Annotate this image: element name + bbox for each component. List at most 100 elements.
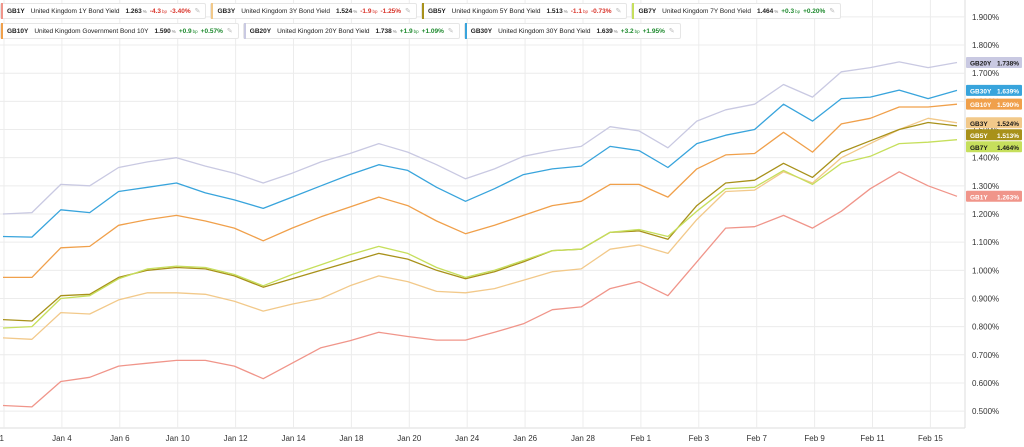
x-tick-label: Jan 6 — [110, 434, 130, 443]
x-tick-label: Feb 11 — [860, 434, 885, 443]
y-tick-label: 0.600% — [972, 379, 999, 388]
legend-symbol: GB10Y — [7, 27, 29, 35]
pencil-icon[interactable]: ✎ — [194, 8, 201, 15]
y-tick-label: 1.200% — [972, 210, 999, 219]
series-lines — [2, 61, 958, 408]
x-tick-label: Feb 9 — [804, 434, 825, 443]
legend-name: United Kingdom 20Y Bond Yield — [277, 27, 370, 35]
series-line-gb30y — [2, 89, 958, 238]
y-tick-label: 1.300% — [972, 182, 999, 191]
y-tick-label: 1.000% — [972, 266, 999, 275]
pencil-icon[interactable]: ✎ — [829, 8, 836, 15]
legend-row: GB10Y United Kingdom Government Bond 10Y 1… — [0, 23, 681, 39]
legend-swatch — [1, 23, 3, 39]
series-line-gb20y — [2, 61, 958, 215]
legend-item-gb1y[interactable]: GB1Y United Kingdom 1Y Bond Yield 1.263% -4… — [0, 3, 207, 19]
badge-symbol: GB3Y — [970, 121, 988, 128]
y-tick-label: 0.500% — [972, 407, 999, 416]
badge-symbol: GB7Y — [970, 145, 988, 152]
pencil-icon[interactable]: ✎ — [668, 28, 675, 35]
x-tick-label: Jan 26 — [513, 434, 538, 443]
x-tick-label: Feb 15 — [918, 434, 943, 443]
x-tick-label: Jan 28 — [571, 434, 596, 443]
legend-symbol: GB1Y — [7, 7, 25, 15]
y-tick-label: 1.700% — [972, 69, 999, 78]
x-tick-label: Jan 12 — [224, 434, 249, 443]
legend-symbol: GB3Y — [217, 7, 236, 15]
legend-unit: % — [171, 28, 176, 34]
legend-value: 1.263 — [125, 7, 142, 15]
x-tick-label: 31 — [0, 434, 5, 443]
badge-gb30y: GB30Y 1.639% — [966, 84, 1022, 96]
pencil-icon[interactable]: ✎ — [615, 8, 622, 15]
badge-value: 1.639% — [997, 88, 1019, 95]
legend-swatch — [421, 3, 424, 19]
legend-value: 1.513 — [546, 7, 563, 15]
legend-change-pct: +0.20% — [803, 7, 826, 15]
legend-item-gb10y[interactable]: GB10Y United Kingdom Government Bond 10Y 1… — [0, 23, 239, 39]
x-tick-label: Jan 10 — [166, 434, 191, 443]
y-tick-label: 1.100% — [972, 238, 999, 247]
x-tick-label: Jan 18 — [339, 434, 364, 443]
legend-change: -1.9 — [360, 7, 372, 15]
badge-gb10y: GB10Y 1.590% — [966, 98, 1022, 110]
badge-gb7y: GB7Y 1.464% — [966, 141, 1022, 153]
y-tick-label: 1.800% — [972, 41, 999, 50]
legend-unit: % — [392, 28, 397, 34]
badge-gb1y: GB1Y 1.263% — [966, 190, 1022, 202]
pencil-icon[interactable]: ✎ — [226, 28, 233, 35]
legend-change-unit: bp — [634, 28, 640, 34]
legend-item-gb20y[interactable]: GB20Y United Kingdom 20Y Bond Yield 1.738%… — [242, 23, 460, 39]
legend-value: 1.464 — [756, 7, 774, 15]
badge-value: 1.524% — [997, 121, 1019, 128]
y-tick-label: 1.900% — [972, 13, 999, 22]
legend-swatch — [211, 3, 214, 19]
legend-change-pct: -1.25% — [380, 7, 402, 15]
legend-change-unit: bp — [192, 28, 198, 34]
legend-symbol: GB5Y — [427, 7, 446, 15]
x-axis: 31 Jan 4 Jan 6 Jan 10 Jan 12 Jan 14 Jan 18 Jan … — [0, 434, 943, 443]
legend-value: 1.590 — [154, 27, 171, 35]
badge-symbol: GB5Y — [970, 133, 988, 140]
legend-unit: % — [563, 8, 568, 14]
legend-change-unit: bp — [161, 8, 167, 14]
legend-change: +0.9 — [178, 27, 192, 35]
legend-unit: % — [613, 28, 618, 34]
legend-row: GB1Y United Kingdom 1Y Bond Yield 1.263% -4… — [0, 3, 842, 19]
series-line-gb5y — [2, 121, 958, 322]
legend-name: United Kingdom Government Bond 10Y — [34, 27, 149, 35]
legend-change: -1.1 — [570, 7, 582, 15]
x-tick-label: Jan 20 — [397, 434, 422, 443]
y-tick-label: 0.800% — [972, 323, 999, 332]
legend-item-gb30y[interactable]: GB30Y United Kingdom 30Y Bond Yield 1.639%… — [463, 23, 681, 39]
badge-symbol: GB10Y — [970, 102, 992, 109]
legend-item-gb5y[interactable]: GB5Y United Kingdom 5Y Bond Yield 1.513% -1… — [420, 3, 628, 19]
legend-item-gb7y[interactable]: GB7Y United Kingdom 7Y Bond Yield 1.464% +0… — [631, 3, 842, 19]
badge-value: 1.464% — [997, 145, 1019, 152]
pencil-icon[interactable]: ✎ — [447, 28, 454, 35]
last-value-badges: GB20Y 1.738% GB30Y 1.639% GB10Y 1.590% GB3Y 1.5… — [966, 57, 1022, 202]
pencil-icon[interactable]: ✎ — [405, 8, 411, 15]
series-line-gb7y — [2, 139, 958, 329]
legend-change-pct: -3.40% — [170, 7, 191, 15]
legend-name: United Kingdom 3Y Bond Yield — [241, 7, 330, 15]
legend-value: 1.524 — [335, 7, 353, 15]
legend-change-unit: bp — [795, 8, 801, 14]
y-axis: 0.500% 0.600% 0.700% 0.800% 0.900% 1.000% 1.10… — [972, 13, 999, 416]
legend-change-pct: +1.09% — [421, 27, 444, 35]
legend-change: +3.2 — [620, 27, 634, 35]
badge-value: 1.590% — [997, 102, 1019, 109]
badge-symbol: GB20Y — [970, 61, 992, 68]
legend-change: +1.9 — [399, 27, 413, 35]
legend-item-gb3y[interactable]: GB3Y United Kingdom 3Y Bond Yield 1.524% -1… — [210, 3, 417, 19]
x-tick-label: Jan 14 — [281, 434, 306, 443]
legend-name: United Kingdom 5Y Bond Yield — [451, 7, 541, 15]
x-tick-label: Jan 24 — [455, 434, 480, 443]
badge-gb20y: GB20Y 1.738% — [966, 57, 1022, 69]
legend-change: -4.3 — [149, 7, 161, 15]
legend-change: +0.3 — [781, 7, 795, 15]
legend-name: United Kingdom 7Y Bond Yield — [662, 7, 751, 15]
legend-unit: % — [142, 8, 147, 14]
badge-value: 1.263% — [997, 194, 1019, 201]
